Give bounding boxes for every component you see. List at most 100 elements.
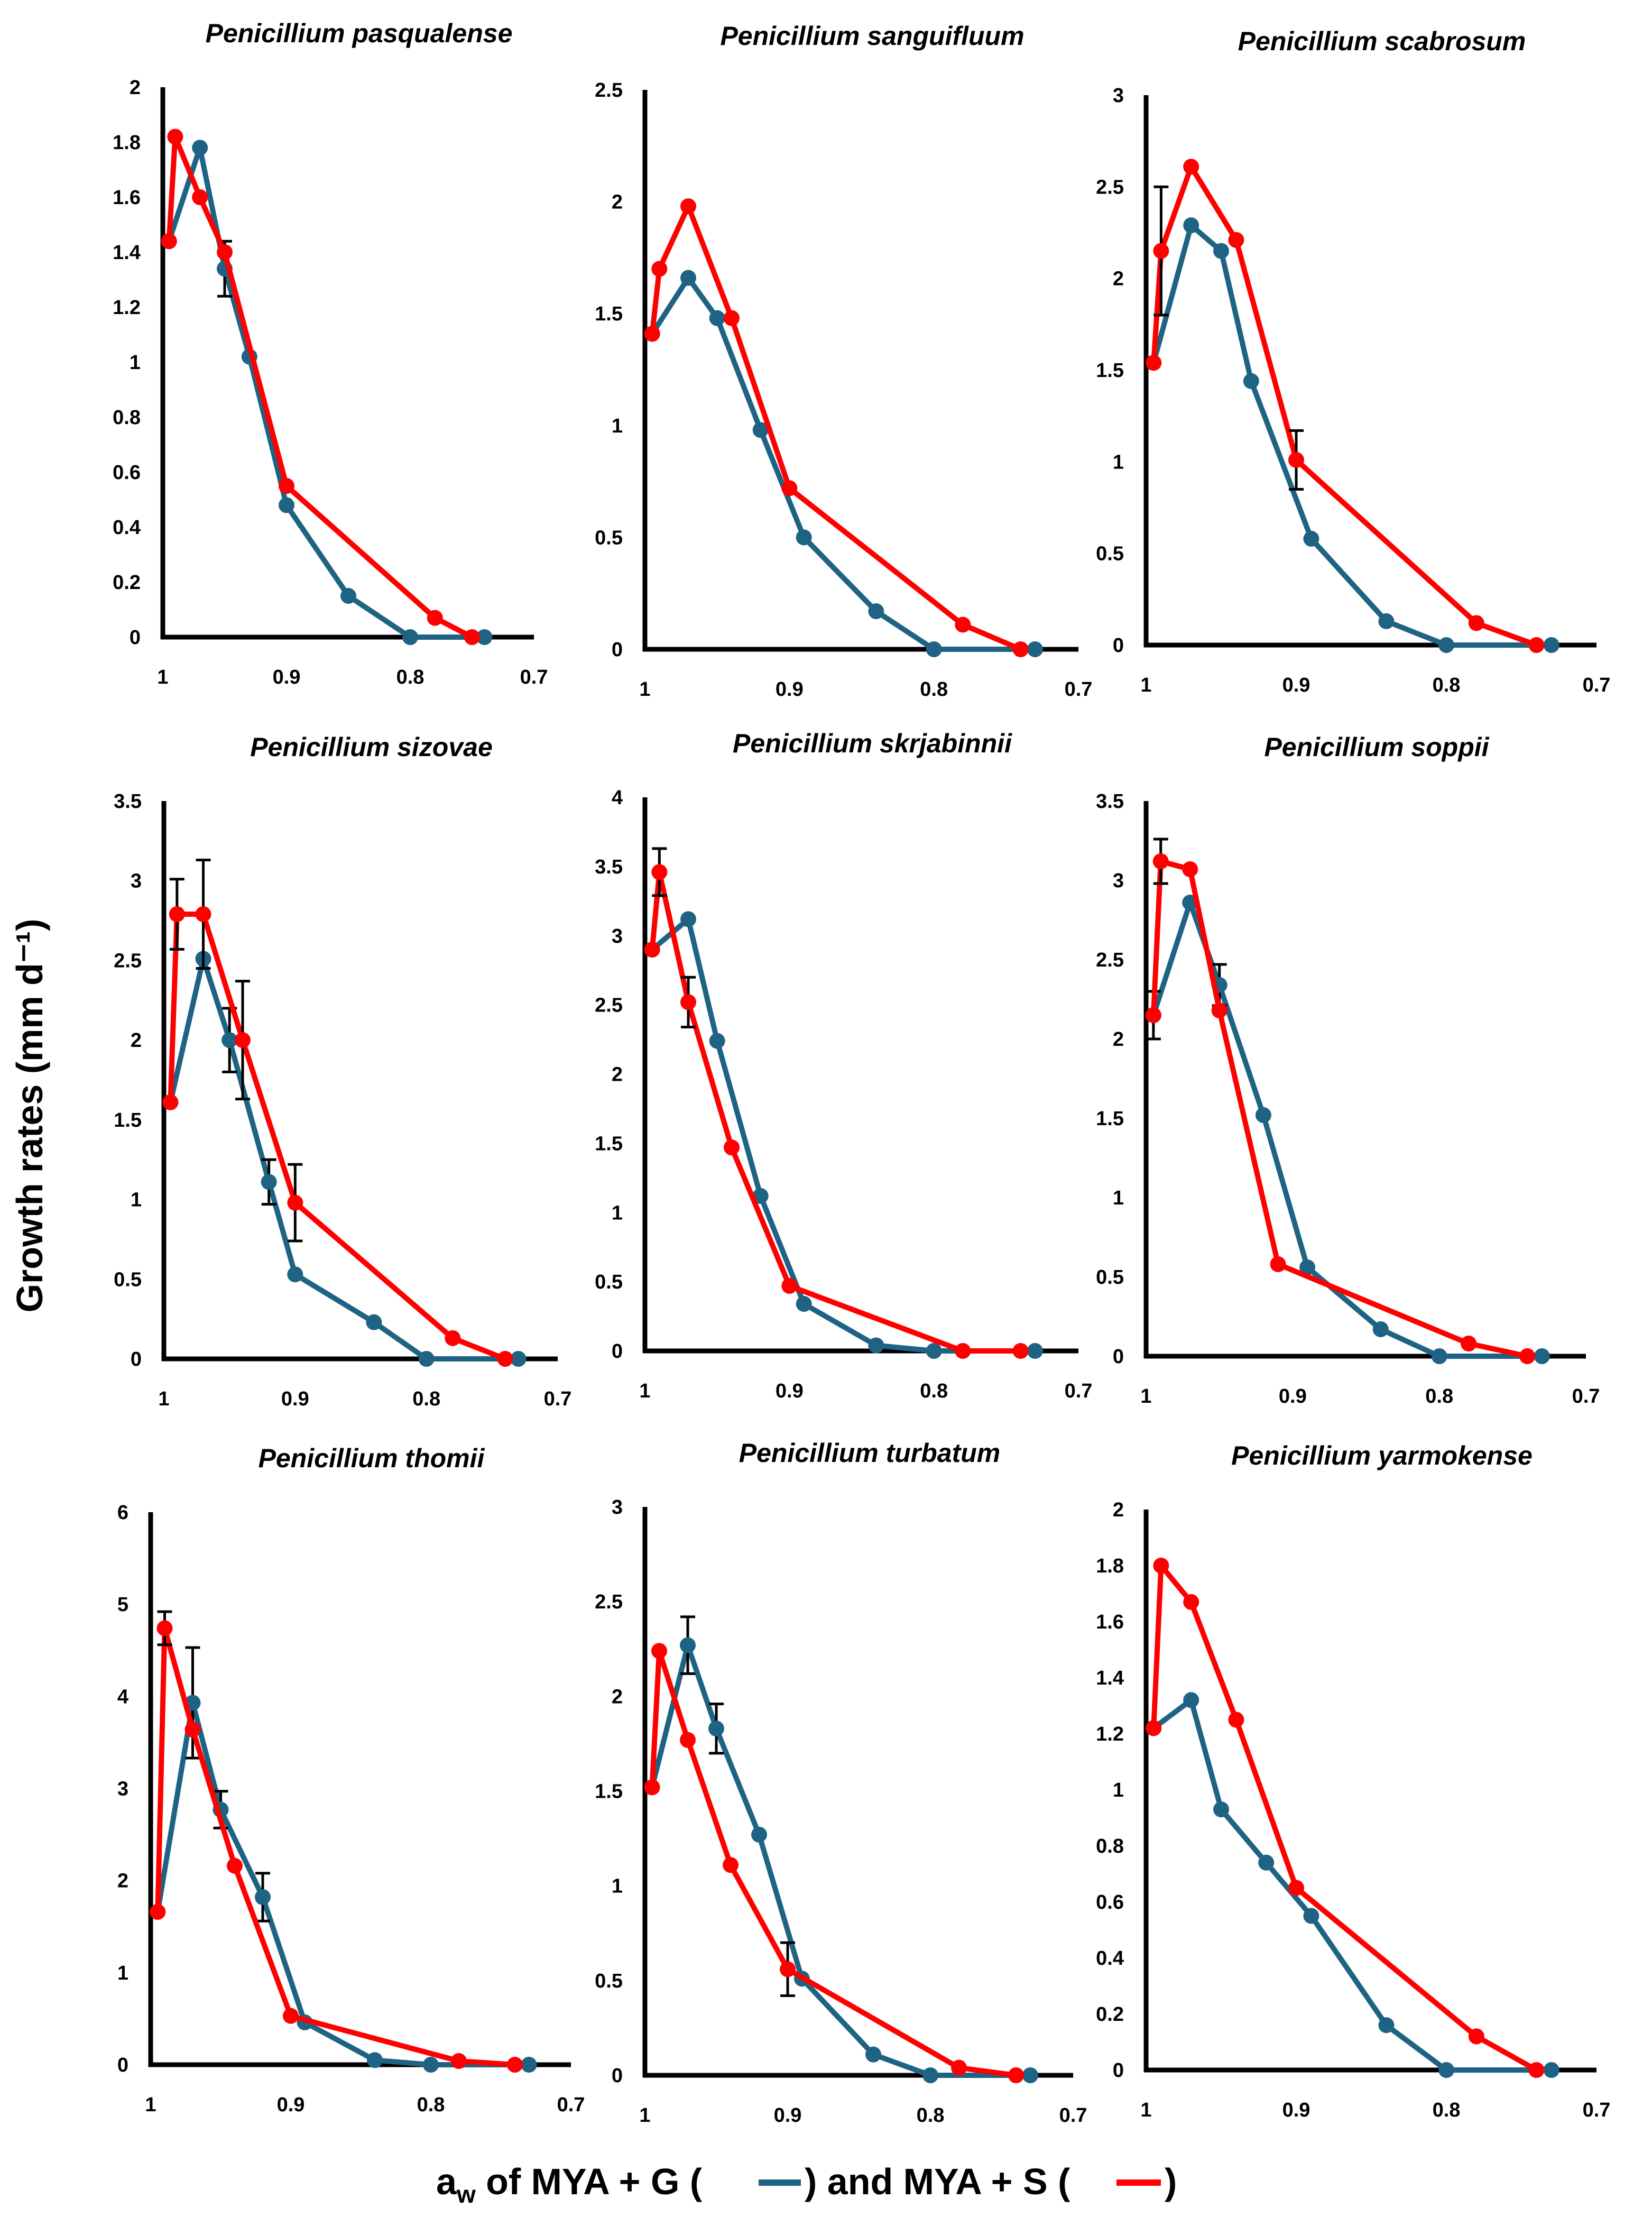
y-tick-label: 1.5 bbox=[595, 1781, 623, 1803]
data-point-mya-s bbox=[445, 1330, 461, 1346]
data-point-mya-s bbox=[781, 1277, 798, 1294]
y-tick-label: 1.5 bbox=[1096, 360, 1124, 382]
data-point-mya-g bbox=[423, 2057, 439, 2073]
y-tick-label: 2.5 bbox=[595, 995, 623, 1017]
data-point-mya-g bbox=[261, 1174, 277, 1190]
y-tick-label: 2 bbox=[612, 1686, 623, 1708]
chart-panel: Penicillium scabrosum 0 0.5 1 1.5 2 2.5 3 1 0.9 0.… bbox=[1096, 26, 1610, 696]
x-tick-label: 0.8 bbox=[1433, 2099, 1461, 2121]
y-tick-label: 3 bbox=[1113, 870, 1124, 892]
data-point-mya-s bbox=[1288, 452, 1304, 468]
y-tick-label: 2.5 bbox=[1096, 949, 1124, 971]
data-point-mya-s bbox=[235, 1032, 251, 1048]
data-point-mya-g bbox=[1299, 1259, 1316, 1275]
y-tick-label: 0.5 bbox=[595, 527, 623, 549]
data-point-mya-g bbox=[287, 1266, 303, 1283]
x-axis-label-part3: ) bbox=[1165, 2161, 1177, 2202]
data-point-mya-s bbox=[1183, 1594, 1199, 1610]
data-point-mya-g bbox=[1303, 1908, 1319, 1924]
x-axis-label-text: aw of MYA + G ( bbox=[436, 2161, 703, 2208]
chart-title: Penicillium turbatum bbox=[739, 1438, 1001, 1468]
chart-title: Penicillium soppii bbox=[1264, 732, 1489, 762]
data-point-mya-s bbox=[156, 1620, 173, 1636]
y-tick-label: 1 bbox=[1113, 1779, 1124, 1801]
y-tick-label: 1 bbox=[612, 1202, 623, 1224]
data-point-mya-s bbox=[217, 244, 233, 260]
data-point-mya-s bbox=[955, 617, 971, 633]
data-point-mya-g bbox=[926, 1343, 942, 1359]
data-point-mya-g bbox=[476, 629, 493, 645]
data-point-mya-g bbox=[680, 1637, 696, 1653]
data-point-mya-s bbox=[1153, 243, 1169, 259]
data-point-mya-g bbox=[1027, 1343, 1043, 1359]
series-line-mya-s bbox=[1151, 1563, 1538, 2073]
y-tick-label: 2 bbox=[612, 191, 623, 214]
data-point-mya-s bbox=[780, 1961, 796, 1977]
series-line-mya-g bbox=[166, 145, 485, 640]
data-point-mya-g bbox=[680, 911, 696, 927]
y-tick-label: 1 bbox=[131, 1189, 142, 1211]
data-point-mya-s bbox=[644, 1779, 660, 1796]
x-tick-label: 0.9 bbox=[277, 2094, 305, 2116]
y-tick-label: 1.5 bbox=[595, 303, 623, 325]
y-tick-label: 1 bbox=[1113, 451, 1124, 473]
data-point-mya-s bbox=[651, 1643, 667, 1659]
series-line-mya-s bbox=[1150, 859, 1528, 1359]
y-tick-label: 0.5 bbox=[595, 1271, 623, 1293]
y-tick-label: 2.5 bbox=[595, 79, 623, 102]
data-point-mya-s bbox=[1146, 355, 1162, 371]
data-point-mya-g bbox=[868, 1337, 884, 1354]
data-point-mya-s bbox=[951, 2059, 967, 2076]
data-point-mya-s bbox=[195, 906, 211, 923]
y-tick-label: 2.5 bbox=[1096, 176, 1124, 198]
y-axis-label: Growth rates (mm d⁻¹) bbox=[9, 919, 50, 1313]
x-tick-label: 1 bbox=[157, 666, 168, 688]
data-point-mya-s bbox=[1519, 1348, 1536, 1364]
y-tick-label: 0.8 bbox=[1096, 1835, 1124, 1857]
data-point-mya-g bbox=[1378, 613, 1395, 629]
y-tick-label: 1.5 bbox=[114, 1109, 142, 1132]
y-tick-label: 0.5 bbox=[1096, 1266, 1124, 1289]
data-point-mya-g bbox=[865, 2046, 881, 2063]
x-tick-label: 0.8 bbox=[417, 2094, 445, 2116]
series-line-mya-s bbox=[649, 869, 1021, 1354]
data-point-mya-s bbox=[192, 189, 208, 205]
x-tick-label: 1 bbox=[639, 678, 650, 701]
data-point-mya-s bbox=[1008, 2067, 1024, 2083]
data-point-mya-g bbox=[340, 588, 356, 604]
data-point-mya-s bbox=[1012, 641, 1029, 657]
y-tick-label: 0.2 bbox=[1096, 2003, 1124, 2026]
x-tick-label: 0.7 bbox=[1065, 678, 1093, 701]
y-tick-label: 0 bbox=[1113, 1346, 1124, 1368]
y-tick-label: 0 bbox=[612, 2065, 623, 2087]
data-point-mya-g bbox=[521, 2057, 537, 2073]
x-tick-label: 0.8 bbox=[1425, 1385, 1453, 1408]
y-tick-label: 0.8 bbox=[113, 407, 141, 429]
y-tick-label: 0.5 bbox=[1096, 543, 1124, 565]
y-tick-label: 2 bbox=[131, 1029, 142, 1052]
data-point-mya-g bbox=[255, 1889, 271, 1906]
data-point-mya-s bbox=[1182, 861, 1198, 877]
y-tick-label: 2 bbox=[1113, 268, 1124, 290]
data-point-mya-g bbox=[1372, 1321, 1389, 1337]
y-tick-label: 3 bbox=[117, 1778, 128, 1800]
chart-panel: Penicillium sizovae 0 0.5 1 1.5 2 2.5 3 3.5 1 0.9 0… bbox=[114, 732, 571, 1410]
y-tick-label: 0.5 bbox=[114, 1268, 142, 1291]
y-tick-label: 2 bbox=[1113, 1499, 1124, 1521]
chart-panel: Penicillium turbatum 0 0.5 1 1.5 2 2.5 3 1 0.9 0.8… bbox=[595, 1438, 1087, 2127]
chart-title: Penicillium yarmokense bbox=[1231, 1441, 1533, 1470]
chart-title: Penicillium skrjabinnii bbox=[733, 729, 1012, 758]
data-point-mya-s bbox=[1012, 1343, 1029, 1359]
data-point-mya-s bbox=[1461, 1336, 1477, 1351]
data-point-mya-g bbox=[510, 1351, 527, 1367]
x-tick-label: 0.9 bbox=[1279, 1385, 1307, 1408]
data-point-mya-g bbox=[418, 1351, 435, 1367]
series-line-mya-g bbox=[1152, 1697, 1552, 2073]
chart-title: Penicillium sanguifluum bbox=[720, 21, 1024, 51]
data-point-mya-g bbox=[926, 641, 942, 657]
y-tick-label: 2.5 bbox=[595, 1591, 623, 1613]
data-point-mya-g bbox=[922, 2067, 938, 2083]
data-point-mya-s bbox=[1468, 615, 1484, 631]
